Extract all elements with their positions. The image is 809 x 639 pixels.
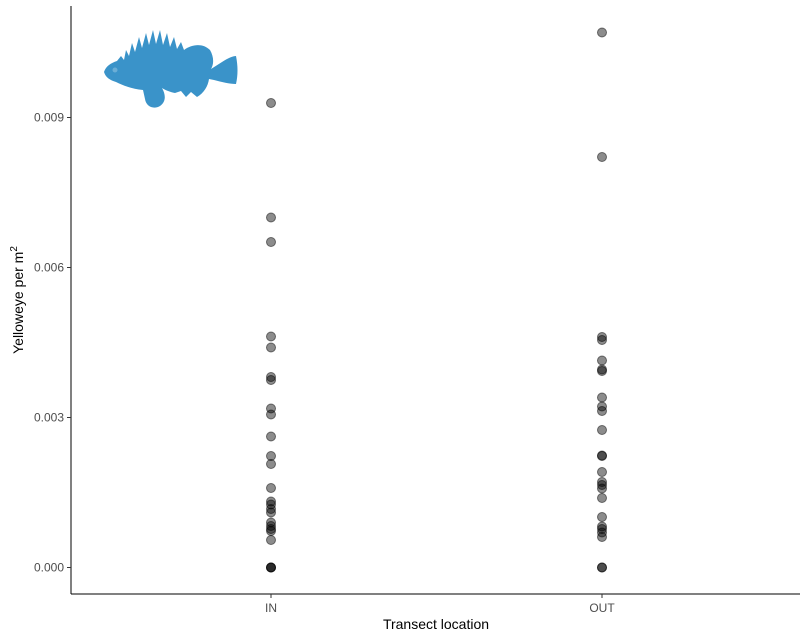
data-point-out [597,332,607,342]
data-point-out [597,392,607,403]
data-point-in [266,409,276,420]
data-point-in [266,431,276,442]
data-point-out [597,425,607,435]
y-axis-title-text: Yelloweye per m [10,252,26,354]
data-points [266,27,607,573]
data-point-out [597,451,607,461]
x-axis-title: Transect location [383,616,489,632]
y-tick-label: 0.000 [34,561,64,575]
data-point-out [597,335,607,345]
yelloweye-rockfish-icon [104,30,238,108]
data-point-in [266,375,276,385]
data-point-in [266,504,276,514]
data-point-out [597,406,607,416]
data-point-out [597,366,607,376]
data-point-in [266,237,276,247]
data-point-out [597,512,607,522]
y-tick-label: 0.009 [34,111,64,125]
data-point-out [597,532,607,542]
data-point-in [266,507,276,518]
data-point-in [266,98,276,108]
data-point-out [597,355,607,366]
data-point-in [266,342,276,353]
data-point-out [597,27,607,38]
x-tick-label-out: OUT [589,601,615,615]
data-point-in [266,496,276,507]
data-point-in [266,535,276,545]
data-point-in [266,331,276,342]
data-point-out [597,480,607,490]
data-point-in [266,212,276,223]
data-point-out [597,524,607,534]
x-tick-label-in: IN [265,601,277,615]
y-tick-label: 0.006 [34,261,64,275]
y-axis-ticks: 0.000 0.003 0.006 0.009 [34,111,71,575]
data-point-out [597,493,607,503]
data-point-out [597,562,607,573]
data-point-out [597,152,607,162]
data-point-in [266,562,276,573]
data-point-out [597,467,607,477]
data-point-out [597,483,607,494]
x-axis-ticks: IN OUT [265,594,615,615]
data-point-in [266,459,276,469]
data-point-in [266,372,276,382]
data-point-in [266,526,276,536]
y-tick-label: 0.003 [34,411,64,425]
data-point-in [266,451,276,461]
data-point-in [266,483,276,493]
y-axis-title: Yelloweye per m2 [9,246,26,354]
y-axis-title-superscript: 2 [9,246,20,252]
